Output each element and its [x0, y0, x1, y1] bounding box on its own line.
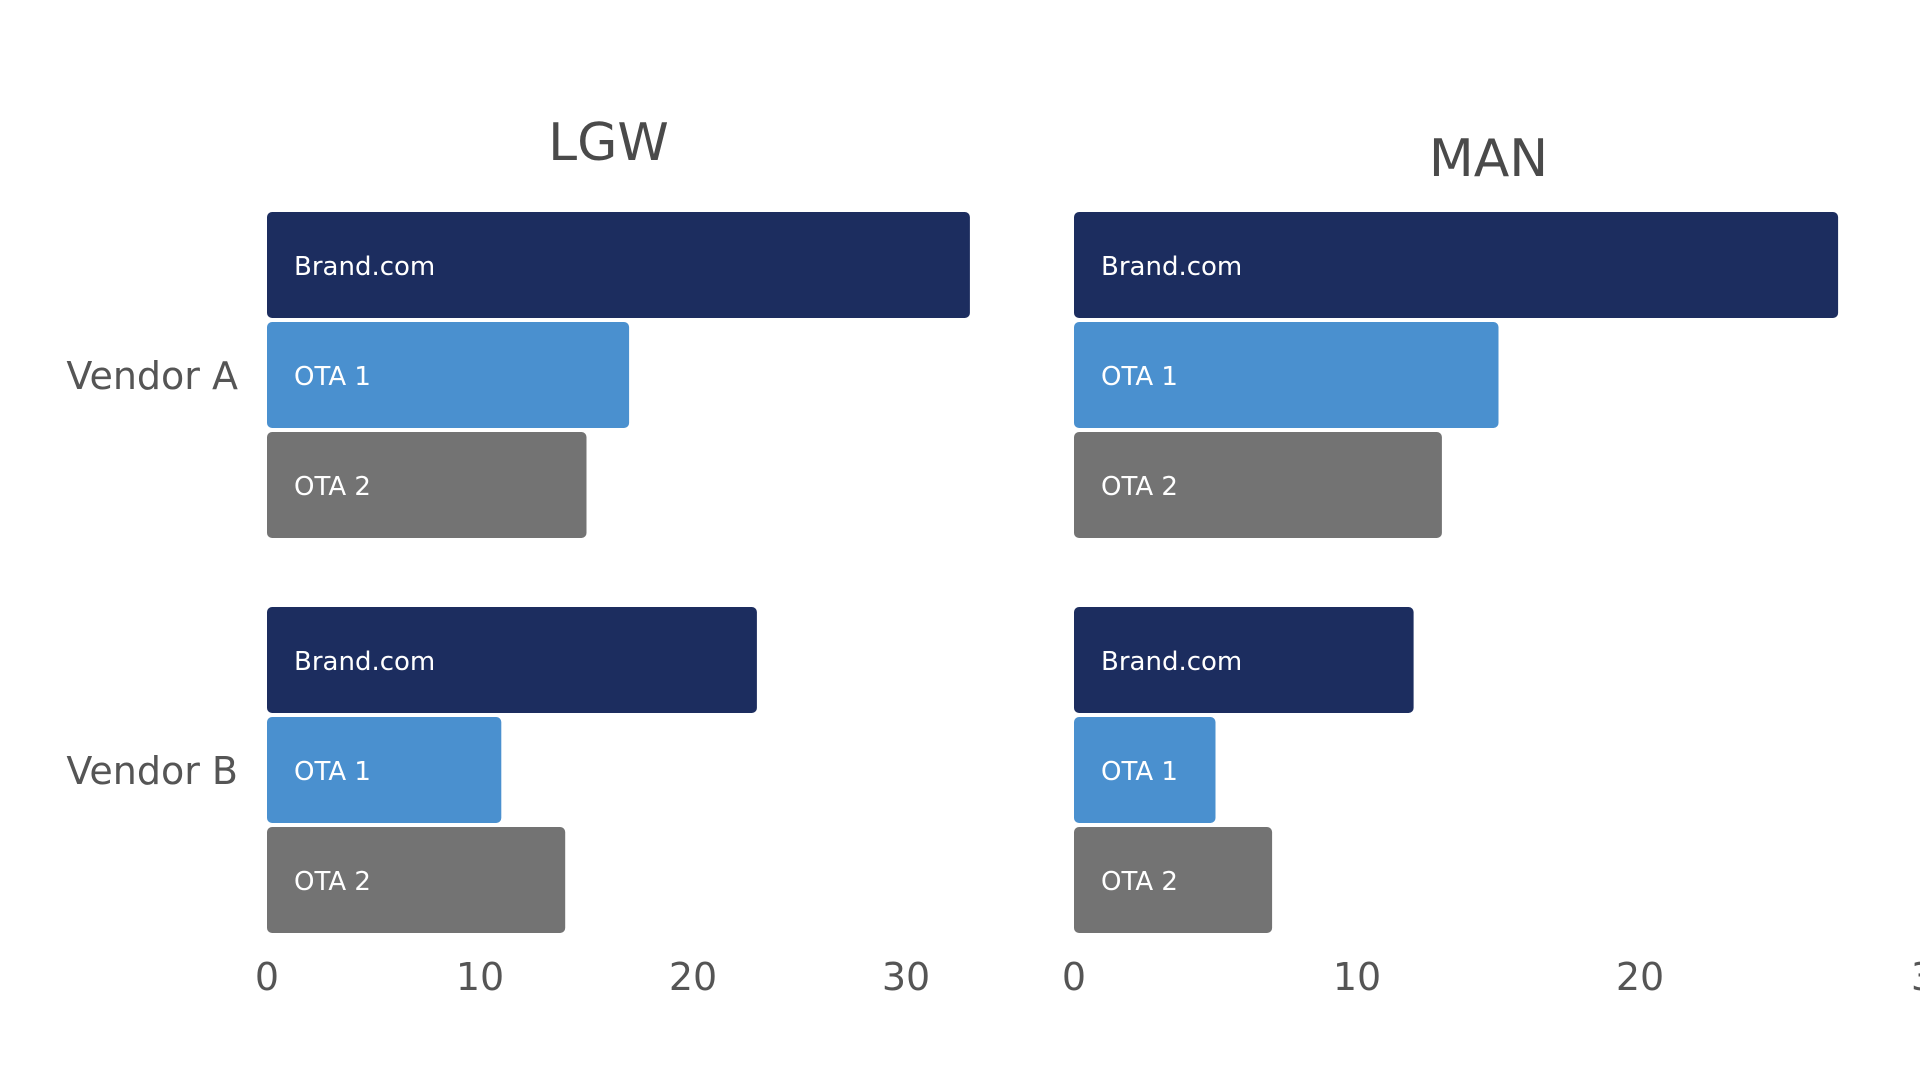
x-tick-label: 3	[1911, 955, 1920, 999]
bar-label: Brand.com	[294, 252, 435, 282]
bar-label: OTA 2	[1101, 867, 1178, 897]
bar-label: OTA 1	[294, 362, 371, 392]
panel-title: MAN	[1429, 129, 1548, 189]
bar-label: Brand.com	[1101, 647, 1242, 677]
bar-label: OTA 1	[1101, 362, 1178, 392]
bar-label: OTA 1	[294, 757, 371, 787]
bar	[1074, 432, 1442, 538]
bar	[267, 212, 970, 318]
bar	[267, 607, 757, 713]
bar-label: OTA 1	[1101, 757, 1178, 787]
bar	[267, 827, 566, 933]
x-tick-label: 30	[882, 955, 930, 999]
bar-label: Brand.com	[1101, 252, 1242, 282]
bar	[267, 432, 587, 538]
bar	[267, 717, 502, 823]
x-tick-label: 10	[1333, 955, 1381, 999]
bar-label: OTA 2	[294, 472, 371, 502]
panel-title: LGW	[548, 113, 669, 173]
bar	[1074, 607, 1414, 713]
bar	[1074, 827, 1273, 933]
bar	[1074, 322, 1499, 428]
x-tick-label: 10	[456, 955, 504, 999]
x-tick-label: 0	[255, 955, 279, 999]
x-tick-label: 0	[1062, 955, 1086, 999]
bar	[1074, 212, 1839, 318]
bar-label: Brand.com	[294, 647, 435, 677]
bar	[267, 322, 630, 428]
x-tick-label: 20	[669, 955, 717, 999]
bar-label: OTA 2	[1101, 472, 1178, 502]
bar	[1074, 717, 1216, 823]
category-label: Vendor A	[66, 354, 238, 398]
bar-label: OTA 2	[294, 867, 371, 897]
x-tick-label: 20	[1616, 955, 1664, 999]
category-label: Vendor B	[66, 749, 238, 793]
